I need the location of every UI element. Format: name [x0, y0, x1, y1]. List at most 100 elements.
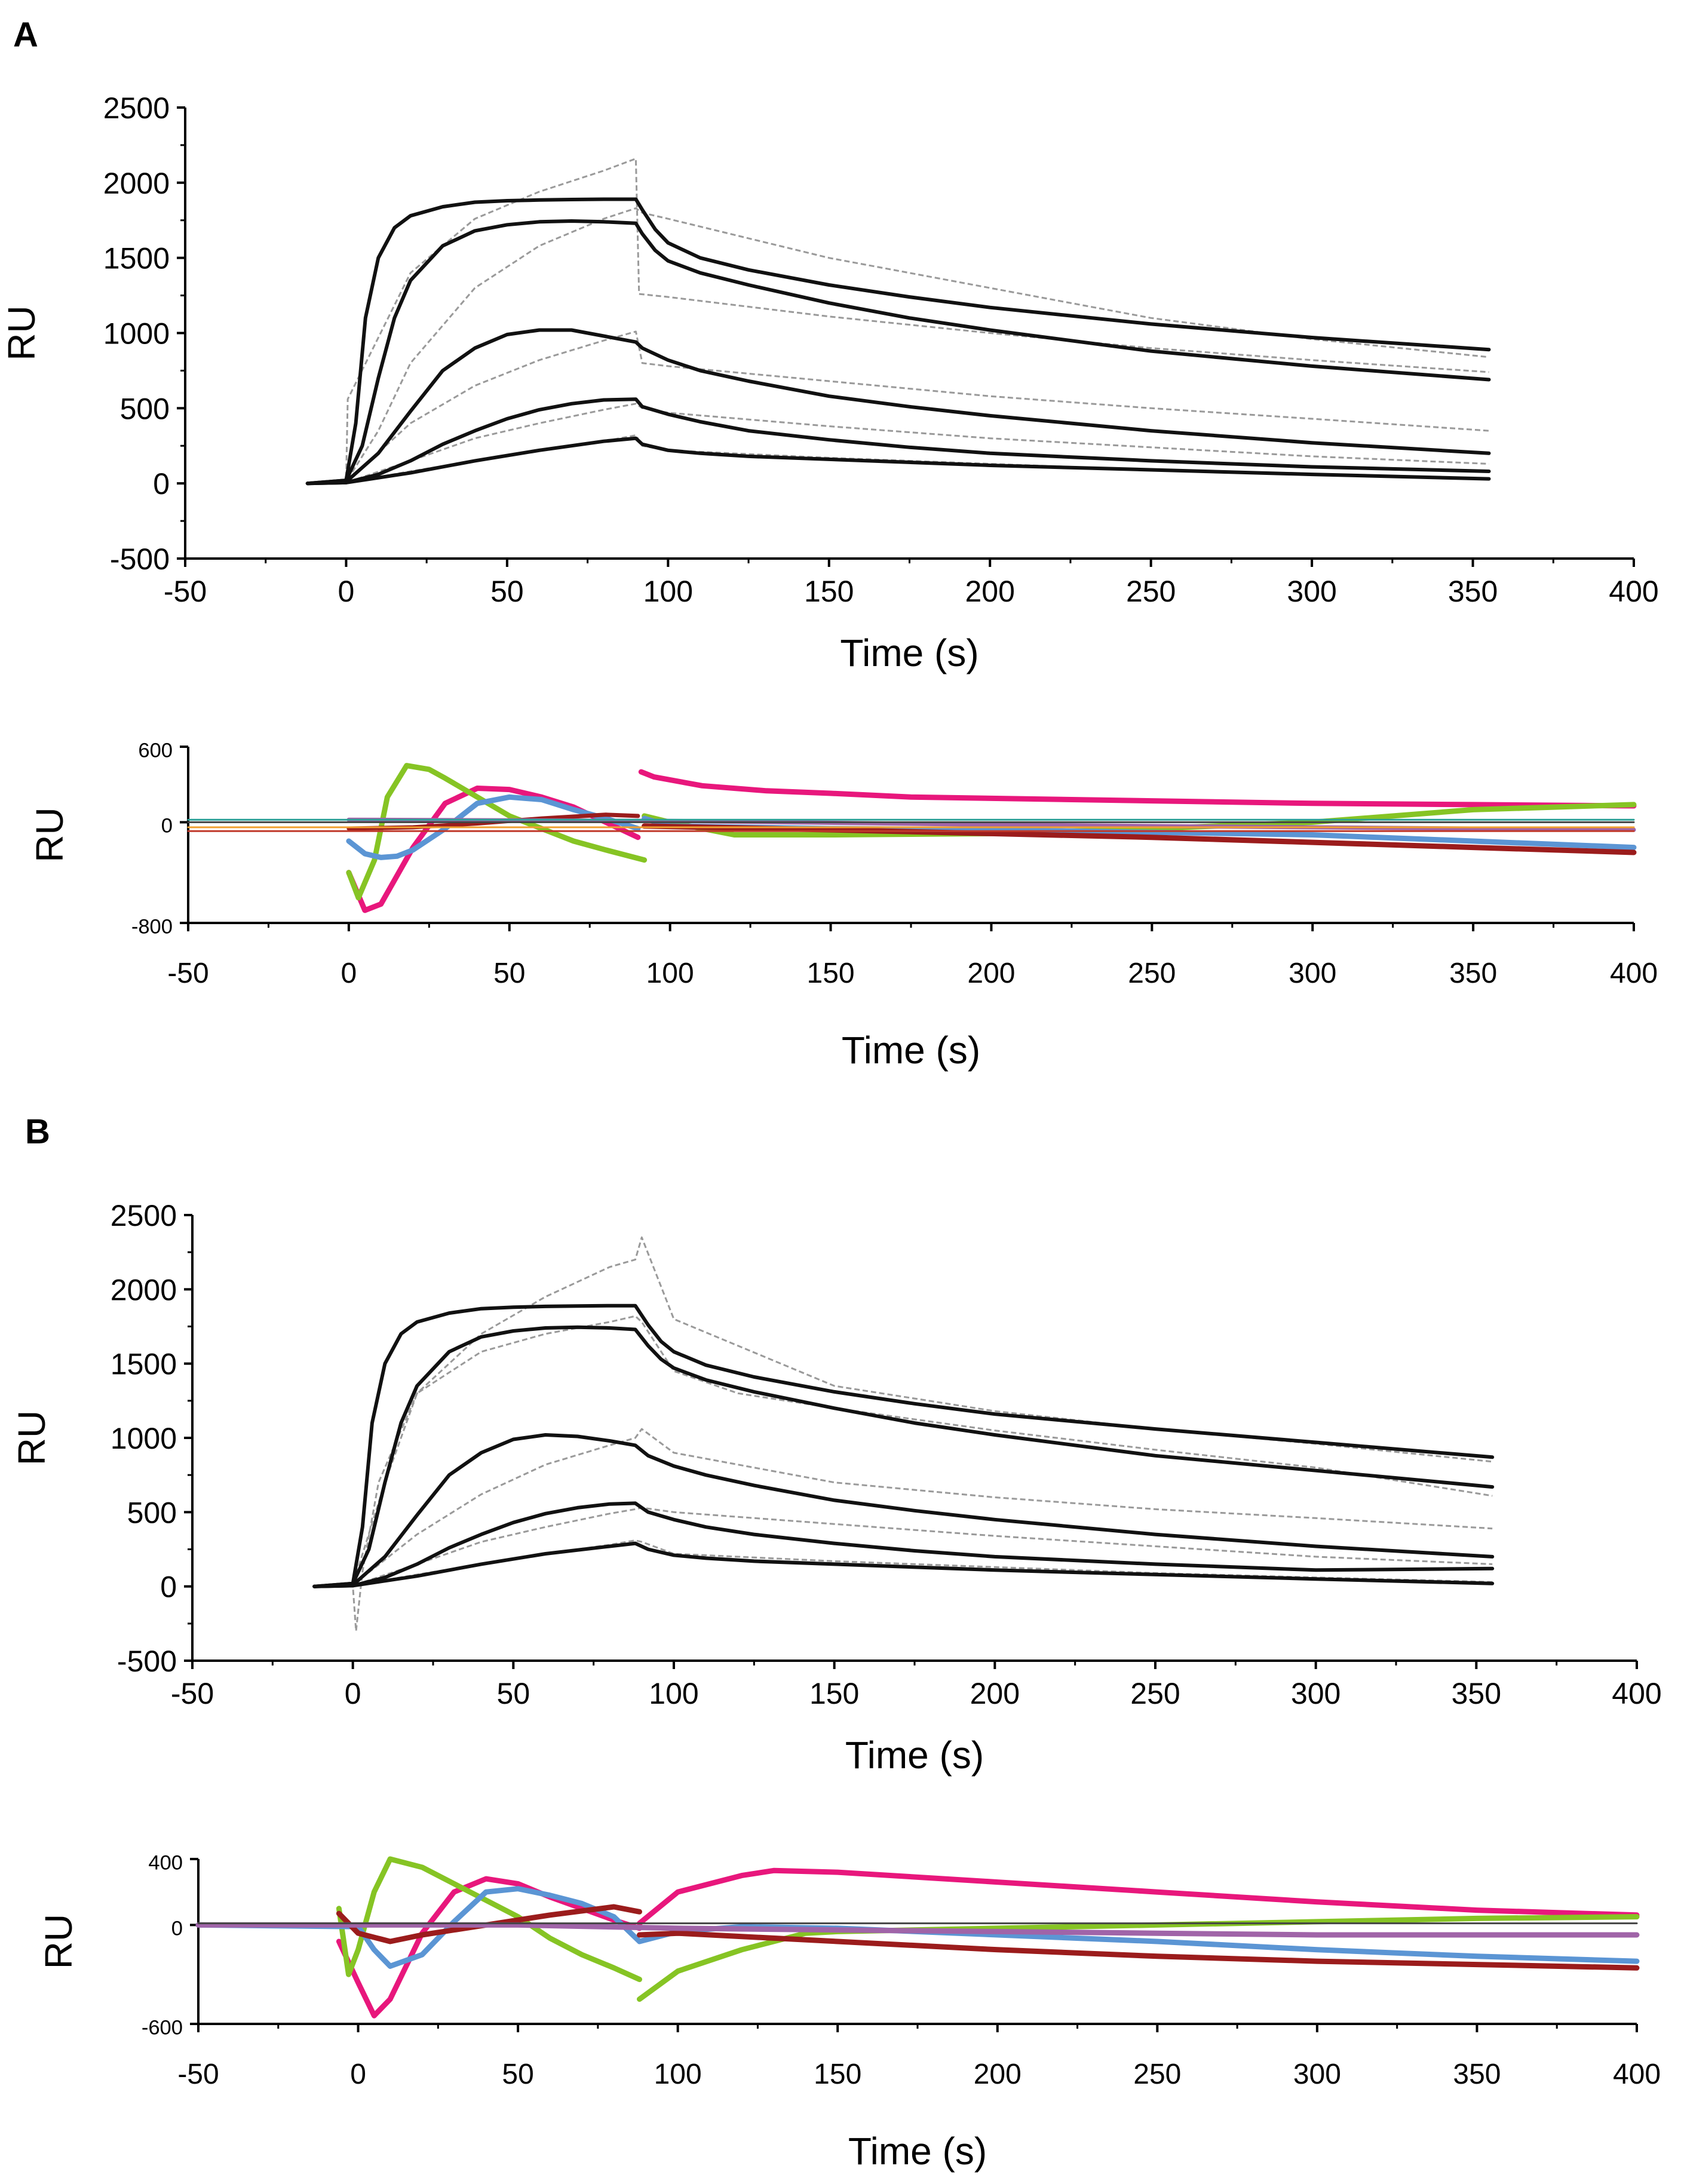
- panel-b-residuals-chart: -50 0 50 100 150 200 250 300 350 400 -600 0 400 Time …: [37, 1851, 1661, 2173]
- x-tick-label: 100: [643, 575, 693, 608]
- x-tick-label: 400: [1609, 575, 1658, 608]
- x-axis-title: Time (s): [842, 1029, 980, 1072]
- x-tick-label: 0: [350, 2059, 366, 2090]
- x-tick-label: 400: [1612, 1677, 1661, 1710]
- x-tick-label: 200: [965, 575, 1015, 608]
- x-tick-label: 50: [502, 2059, 533, 2090]
- series-measured-2: [312, 1325, 1495, 1588]
- x-tick-label: 0: [341, 958, 357, 989]
- series-measured-3: [312, 1433, 1495, 1588]
- y-tick-label: 2500: [103, 91, 170, 125]
- x-tick-label: 250: [1130, 1677, 1180, 1710]
- x-tick-label: 0: [345, 1677, 361, 1710]
- x-tick-label: 250: [1128, 958, 1176, 989]
- series-measured-3: [305, 328, 1491, 486]
- x-tick-label: 250: [1126, 575, 1176, 608]
- x-tick-label: 300: [1293, 2059, 1341, 2090]
- x-tick-label: 200: [970, 1677, 1020, 1710]
- y-tick-label: 400: [148, 1851, 183, 1874]
- x-tick-label: 350: [1452, 1677, 1501, 1710]
- series-measured-1: [312, 1303, 1495, 1588]
- y-tick-label: 0: [160, 1570, 177, 1604]
- y-tick-label: 1500: [111, 1348, 177, 1381]
- y-tick-label: -600: [142, 2016, 183, 2039]
- series-fit-1: [314, 1236, 1493, 1632]
- x-tick-label: 200: [967, 958, 1015, 989]
- series-fit-3: [314, 1428, 1493, 1588]
- panel-a-residuals-chart: -50 0 50 100 150 200 250 300 350 400 -800 0 600 Time …: [28, 739, 1658, 1072]
- y-axis-title: RU: [0, 305, 43, 360]
- x-tick-label: 400: [1610, 958, 1658, 989]
- y-axis-title: RU: [37, 1914, 80, 1969]
- y-tick-label: 1000: [103, 317, 170, 351]
- series-measured-4: [312, 1501, 1495, 1588]
- x-tick-label: 150: [814, 2059, 861, 2090]
- x-tick-label: 150: [804, 575, 854, 608]
- series-residual-2: [336, 1856, 642, 1982]
- series-fit-2: [307, 207, 1489, 484]
- x-tick-label: 200: [974, 2059, 1022, 2090]
- series-measured-1: [305, 197, 1491, 486]
- x-tick-label: 0: [338, 575, 355, 608]
- y-tick-label: 0: [161, 815, 173, 838]
- x-tick-label: 350: [1448, 575, 1498, 608]
- x-tick-label: 300: [1287, 575, 1336, 608]
- y-tick-label: 2500: [111, 1199, 177, 1232]
- panel-b-sensorgram-chart: -50 0 50 100 150 200 250 300 350 400-500050010001…: [10, 1199, 1662, 1777]
- x-tick-label: 50: [497, 1677, 530, 1710]
- y-tick-label: 0: [153, 467, 170, 501]
- x-tick-label: 350: [1449, 958, 1497, 989]
- series-residual-3: [195, 1886, 642, 1969]
- series-measured-4: [305, 397, 1491, 486]
- x-axis-title: Time (s): [845, 1734, 984, 1777]
- x-tick-label: 400: [1613, 2059, 1661, 2090]
- x-tick-label: 350: [1453, 2059, 1501, 2090]
- x-tick-label: -50: [167, 958, 208, 989]
- x-tick-label: 300: [1291, 1677, 1340, 1710]
- series-fit-2: [314, 1315, 1493, 1588]
- x-tick-label: -50: [177, 2059, 219, 2090]
- y-tick-label: 500: [120, 392, 170, 425]
- y-tick-label: 600: [138, 739, 173, 762]
- series-residual-2: [346, 763, 648, 901]
- x-tick-label: 250: [1133, 2059, 1181, 2090]
- x-tick-label: 300: [1289, 958, 1336, 989]
- x-axis-title: Time (s): [840, 631, 978, 674]
- series-residual-4-dissociation: [642, 823, 1637, 855]
- series-residual-1-dissociation: [637, 1867, 1640, 1927]
- series-residual-3: [346, 794, 641, 860]
- x-tick-label: 100: [646, 958, 694, 989]
- series-measured-5: [312, 1541, 1495, 1588]
- series-residual-4: [336, 1904, 642, 1944]
- y-tick-label: 500: [127, 1496, 177, 1529]
- y-tick-label: 1500: [103, 242, 170, 275]
- y-tick-label: 1000: [111, 1422, 177, 1455]
- panel-letter-b: B: [25, 1112, 50, 1151]
- x-tick-label: 50: [493, 958, 525, 989]
- y-tick-label: 0: [171, 1918, 183, 1940]
- x-tick-label: -50: [164, 575, 207, 608]
- y-axis-title: RU: [10, 1410, 53, 1465]
- x-tick-label: 150: [807, 958, 855, 989]
- y-tick-label: -500: [110, 542, 170, 576]
- series-measured-2: [305, 219, 1491, 486]
- y-tick-label: -500: [117, 1645, 177, 1678]
- x-axis-title: Time (s): [848, 2130, 987, 2173]
- series-residual-5: [195, 1922, 1640, 1938]
- y-axis-title: RU: [28, 807, 71, 862]
- y-tick-label: 2000: [103, 167, 170, 200]
- series-measured-5: [305, 436, 1491, 486]
- y-tick-label: -800: [131, 915, 173, 938]
- panel-a-sensorgram-chart: -50 0 50 100 150 200 250 300 350 400-500050010001…: [0, 91, 1659, 674]
- y-tick-label: 2000: [111, 1273, 177, 1306]
- series-residual-4-dissociation: [637, 1930, 1640, 1971]
- x-tick-label: 50: [490, 575, 524, 608]
- x-tick-label: -50: [171, 1677, 214, 1710]
- x-tick-label: 100: [654, 2059, 702, 2090]
- panel-letter-a: A: [13, 16, 38, 54]
- series-residual-1-dissociation: [638, 769, 1637, 809]
- x-tick-label: 150: [809, 1677, 859, 1710]
- x-tick-label: 100: [649, 1677, 698, 1710]
- series-fit-1: [307, 158, 1489, 484]
